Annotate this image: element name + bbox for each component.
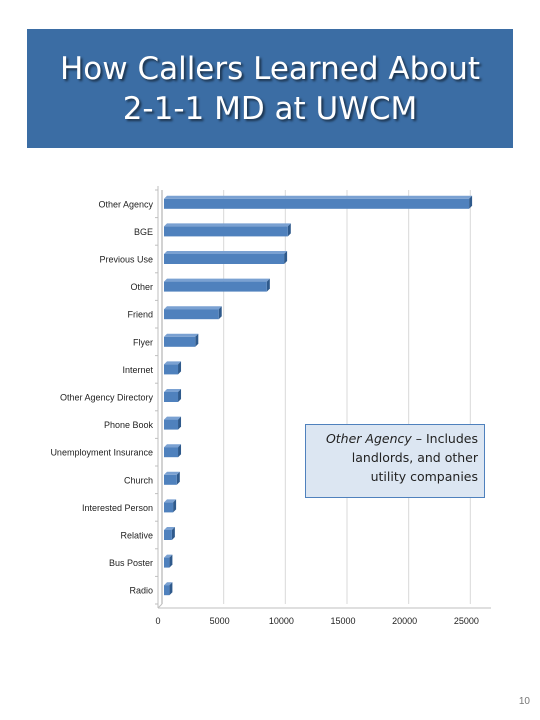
bar — [164, 502, 174, 513]
category-label: Flyer — [133, 337, 153, 347]
bar-side — [469, 195, 473, 209]
bar-side — [218, 306, 222, 320]
x-tick-label: 15000 — [330, 616, 355, 626]
x-tick-label: 25000 — [454, 616, 479, 626]
bar-side — [266, 278, 270, 292]
x-tick-label: 20000 — [392, 616, 417, 626]
bar-side — [171, 527, 175, 540]
category-label: Unemployment Insurance — [50, 448, 153, 458]
bar-side — [169, 582, 173, 596]
bar-side — [173, 499, 177, 513]
bar — [164, 364, 179, 375]
bar-side — [287, 223, 291, 237]
callout-line-3: utility companies — [370, 469, 478, 484]
bar-top — [164, 251, 288, 254]
bar-side — [176, 471, 180, 485]
bar-side — [178, 444, 182, 458]
callout-line-1: Other Agency – Includes — [312, 429, 478, 448]
category-label: Previous Use — [99, 255, 153, 265]
title-banner: How Callers Learned About 2-1-1 MD at UW… — [27, 29, 513, 148]
bar-top — [164, 444, 182, 448]
bar — [164, 447, 179, 458]
bar-top — [164, 416, 182, 420]
x-tick-label: 5000 — [210, 616, 230, 626]
category-label: BGE — [134, 227, 153, 237]
x-tick-label: 10000 — [269, 616, 294, 626]
bar — [164, 474, 177, 485]
callout-line-2: landlords, and other — [351, 450, 478, 465]
bar-side — [284, 251, 288, 264]
bar-top — [164, 499, 177, 503]
category-label: Other — [130, 282, 153, 292]
bar-top — [164, 195, 473, 199]
category-label: Relative — [120, 531, 153, 541]
bar-top — [164, 471, 180, 475]
category-label: Bus Poster — [109, 558, 153, 568]
callout-dash: – Includes — [411, 431, 478, 446]
category-label: Friend — [127, 310, 153, 320]
x-axis-corner — [157, 603, 163, 609]
bar — [164, 557, 170, 568]
category-label: Other Agency Directory — [60, 393, 154, 403]
callout-term: Other Agency — [325, 431, 412, 446]
bar — [164, 226, 288, 237]
title-line-2: 2-1-1 MD at UWCM — [122, 90, 418, 127]
bar-top — [164, 278, 270, 282]
bar-top — [164, 527, 175, 530]
bar — [164, 198, 470, 209]
category-label: Other Agency — [98, 199, 153, 209]
bar-side — [195, 333, 199, 347]
category-label: Interested Person — [82, 503, 153, 513]
bar — [164, 309, 219, 320]
bar — [164, 585, 170, 596]
title-line-1: How Callers Learned About — [59, 50, 481, 87]
bar — [164, 530, 172, 540]
callout-box: Other Agency – Includes landlords, and o… — [305, 424, 485, 498]
bar-top — [164, 582, 173, 586]
category-label: Internet — [122, 365, 153, 375]
bar — [164, 281, 267, 292]
bar-top — [164, 554, 173, 558]
bar — [164, 254, 285, 264]
bar — [164, 336, 196, 347]
bar-side — [178, 361, 182, 375]
bar-side — [169, 554, 173, 568]
bar-top — [164, 389, 182, 392]
page-number: 10 — [518, 696, 530, 707]
bar-top — [164, 306, 222, 310]
bar-side — [178, 389, 182, 402]
category-label: Church — [124, 475, 153, 485]
bar-top — [164, 361, 182, 365]
category-label: Phone Book — [104, 420, 154, 430]
x-tick-label: 0 — [155, 616, 160, 626]
bar-top — [164, 333, 199, 337]
bar-side — [178, 416, 182, 430]
bar — [164, 392, 179, 402]
bar — [164, 419, 179, 430]
category-label: Radio — [129, 586, 153, 596]
bar-top — [164, 223, 291, 227]
